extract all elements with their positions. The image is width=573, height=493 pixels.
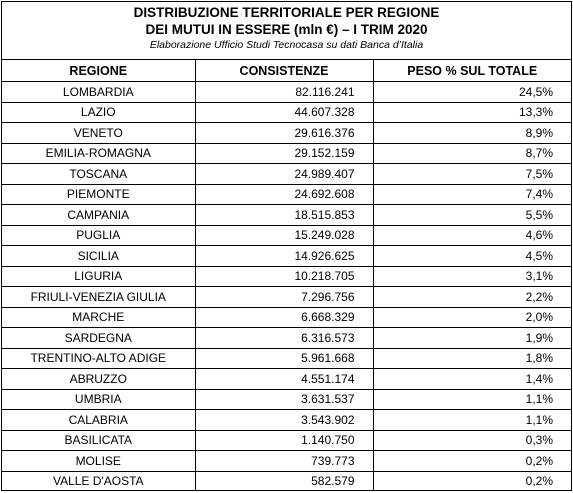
cell-consistenze: 14.926.625 <box>195 245 374 267</box>
column-header-regione: REGIONE <box>2 60 196 82</box>
cell-peso: 8,7% <box>373 143 571 164</box>
cell-consistenze: 18.515.853 <box>195 204 374 226</box>
table-row: TRENTINO-ALTO ADIGE 5.961.668 1,8% <box>2 348 571 369</box>
cell-consistenze: 24.692.608 <box>195 184 374 205</box>
cell-consistenze: 739.773 <box>195 450 374 472</box>
cell-peso: 1,1% <box>373 409 571 431</box>
table-body: LOMBARDIA 82.116.241 24,5% LAZIO 44.607.328 1… <box>2 81 571 491</box>
cell-regione: TOSCANA <box>2 163 196 185</box>
cell-regione: MARCHE <box>2 307 196 328</box>
table-row: CAMPANIA 18.515.853 5,5% <box>2 204 571 226</box>
table-row: ABRUZZO 4.551.174 1,4% <box>2 368 571 390</box>
column-header-peso: PESO % SUL TOTALE <box>373 60 571 82</box>
cell-peso: 24,5% <box>373 81 571 103</box>
cell-regione: VALLE D'AOSTA <box>2 471 196 491</box>
cell-regione: EMILIA-ROMAGNA <box>2 143 196 164</box>
cell-peso: 13,3% <box>373 102 571 123</box>
cell-peso: 1,1% <box>373 389 571 410</box>
cell-peso: 3,1% <box>373 266 571 287</box>
title-block: DISTRIBUZIONE TERRITORIALE PER REGIONE D… <box>2 2 571 60</box>
cell-regione: ABRUZZO <box>2 368 196 390</box>
cell-peso: 0,2% <box>373 450 571 472</box>
table-row: SARDEGNA 6.316.573 1,9% <box>2 327 571 349</box>
table-row: UMBRIA 3.631.537 1,1% <box>2 389 571 410</box>
cell-peso: 7,5% <box>373 163 571 185</box>
table-row: BASILICATA 1.140.750 0,3% <box>2 430 571 451</box>
table-row: SICILIA 14.926.625 4,5% <box>2 245 571 267</box>
cell-peso: 0,3% <box>373 430 571 451</box>
column-header-consistenze: CONSISTENZE <box>195 60 374 82</box>
cell-consistenze: 4.551.174 <box>195 368 374 390</box>
table-row: LAZIO 44.607.328 13,3% <box>2 102 571 123</box>
table-row: MARCHE 6.668.329 2,0% <box>2 307 571 328</box>
cell-peso: 8,9% <box>373 122 571 144</box>
table-row: MOLISE 739.773 0,2% <box>2 450 571 472</box>
cell-regione: SARDEGNA <box>2 327 196 349</box>
cell-consistenze: 29.616.376 <box>195 122 374 144</box>
cell-peso: 0,2% <box>525 474 553 489</box>
cell-regione: PIEMONTE <box>2 184 196 205</box>
cell-peso: 5,5% <box>373 204 571 226</box>
table-row: EMILIA-ROMAGNA 29.152.159 8,7% <box>2 143 571 164</box>
cell-consistenze: 10.218.705 <box>195 266 374 287</box>
table-row: PIEMONTE 24.692.608 7,4% <box>2 184 571 205</box>
cell-regione: CALABRIA <box>2 409 196 431</box>
table-row: VENETO 29.616.376 8,9% <box>2 122 571 144</box>
cell-peso: 1,8% <box>373 348 571 369</box>
table-row: TOSCANA 24.989.407 7,5% <box>2 163 571 185</box>
regional-mortgage-table: REGIONE CONSISTENZE PESO % SUL TOTALE LO… <box>2 60 571 491</box>
cell-consistenze: 7.296.756 <box>195 286 374 308</box>
title-line-2: DEI MUTUI IN ESSERE (mln €) – I TRIM 202… <box>145 22 428 37</box>
table-row: VALLE D'AOSTA 582.579 0,2% <box>2 471 571 491</box>
cell-peso: 4,5% <box>373 245 571 267</box>
cell-consistenze: 6.668.329 <box>195 307 374 328</box>
cell-consistenze: 24.989.407 <box>195 163 374 185</box>
cell-consistenze: 15.249.028 <box>195 225 374 246</box>
cell-regione: CAMPANIA <box>2 204 196 226</box>
table-header-row: REGIONE CONSISTENZE PESO % SUL TOTALE <box>2 60 571 82</box>
table-row: CALABRIA 3.543.902 1,1% <box>2 409 571 431</box>
cell-consistenze: 5.961.668 <box>195 348 374 369</box>
cell-regione: FRIULI-VENEZIA GIULIA <box>2 286 196 308</box>
cell-consistenze: 3.631.537 <box>195 389 374 410</box>
cell-consistenze: 44.607.328 <box>195 102 374 123</box>
cell-consistenze: 582.579 <box>195 471 374 491</box>
cell-regione: BASILICATA <box>2 430 196 451</box>
cell-regione: SICILIA <box>2 245 196 267</box>
cell-peso: 2,0% <box>373 307 571 328</box>
table-row: LIGURIA 10.218.705 3,1% <box>2 266 571 287</box>
table-row: FRIULI-VENEZIA GIULIA 7.296.756 2,2% <box>2 286 571 308</box>
cell-regione: LIGURIA <box>2 266 196 287</box>
cell-consistenze: 1.140.750 <box>195 430 374 451</box>
cell-peso: 4,6% <box>373 225 571 246</box>
cell-consistenze: 82.116.241 <box>195 81 374 103</box>
table-row: PUGLIA 15.249.028 4,6% <box>2 225 571 246</box>
cell-regione: TRENTINO-ALTO ADIGE <box>2 348 196 369</box>
cell-peso: 1,9% <box>373 327 571 349</box>
cell-regione: PUGLIA <box>2 225 196 246</box>
cell-regione: LAZIO <box>2 102 196 123</box>
cell-regione: VENETO <box>2 122 196 144</box>
cell-consistenze: 6.316.573 <box>195 327 374 349</box>
cell-consistenze: 3.543.902 <box>195 409 374 431</box>
source-subtitle: Elaborazione Ufficio Studi Tecnocasa su … <box>149 39 424 51</box>
cell-regione: UMBRIA <box>2 389 196 410</box>
cell-peso: 7,4% <box>373 184 571 205</box>
cell-peso: 1,4% <box>373 368 571 390</box>
cell-consistenze: 29.152.159 <box>195 143 374 164</box>
cell-regione: MOLISE <box>2 450 196 472</box>
cell-peso: 2,2% <box>373 286 571 308</box>
cell-regione: LOMBARDIA <box>2 81 196 103</box>
table-row: LOMBARDIA 82.116.241 24,5% <box>2 81 571 103</box>
title-line-1: DISTRIBUZIONE TERRITORIALE PER REGIONE <box>133 5 440 20</box>
